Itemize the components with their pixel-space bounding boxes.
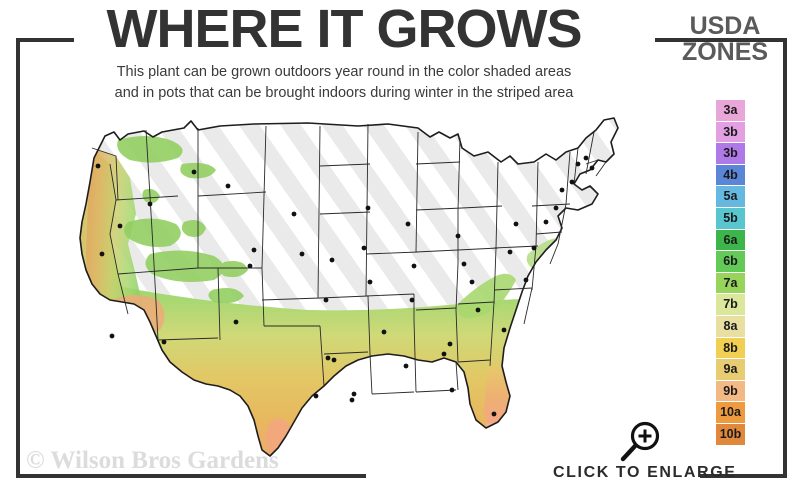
subtitle-line-2: and in pots that can be brought indoors … [114,85,574,102]
zone-swatch: 10b [716,423,745,446]
zone-swatch: 6a [716,229,745,252]
frame-bottom-left-border [16,474,366,478]
legend-title-line-2: ZONES [681,37,769,66]
usa-map-svg [79,117,619,457]
zone-swatch: 9a [716,359,745,381]
subtitle: This plant can be grown outdoors year ro… [44,62,644,104]
subtitle-line-1: This plant can be grown outdoors year ro… [116,64,572,80]
interior-green-patches [117,136,248,304]
map-country-outline [79,117,619,457]
click-to-enlarge-label[interactable]: CLICK TO ENLARGE [553,464,737,481]
zone-swatch: 3b [716,143,745,165]
legend-heading: USDA ZONES [660,12,790,66]
magnifier-icon-svg [620,421,660,462]
magnifier-zoom-icon[interactable] [617,419,663,465]
legend-title: USDA ZONES [660,12,790,66]
zone-swatch: 7b [716,294,745,316]
frame-top-left-border [16,38,74,42]
page-title: WHERE IT GROWS [106,0,583,59]
state-boundaries [91,123,607,395]
zone-swatch: 7a [716,272,745,295]
watermark: © Wilson Bros Gardens [26,447,279,474]
usa-map [58,104,662,464]
zone-swatch: 6b [716,251,745,273]
frame-left-border [16,38,20,478]
zone-swatch: 4b [716,164,745,187]
map-base-fill [80,118,618,456]
city-markers [95,155,595,417]
zone-swatch: 10a [716,402,745,424]
south-texas-shaded-area [266,418,290,454]
zone-swatch: 8a [716,315,745,338]
frame-top-right-border [655,38,787,42]
legend-title-line-1: USDA [689,12,761,40]
zone-swatch: 3a [716,100,745,122]
zone-swatch: 8b [716,337,745,360]
frame-right-border [783,38,787,478]
zone-legend-list: 3a 3b 3b 4b 5a 5b 6a 6b 7a 7b 8a 8b 9a 9b 10a 10b [716,100,745,446]
zone-swatch: 5a [716,186,745,208]
frame-bottom-right-border [700,474,787,478]
zone-swatch: 5b [716,207,745,230]
zone-swatch: 9b [716,380,745,403]
zone-swatch: 3b [716,121,745,144]
